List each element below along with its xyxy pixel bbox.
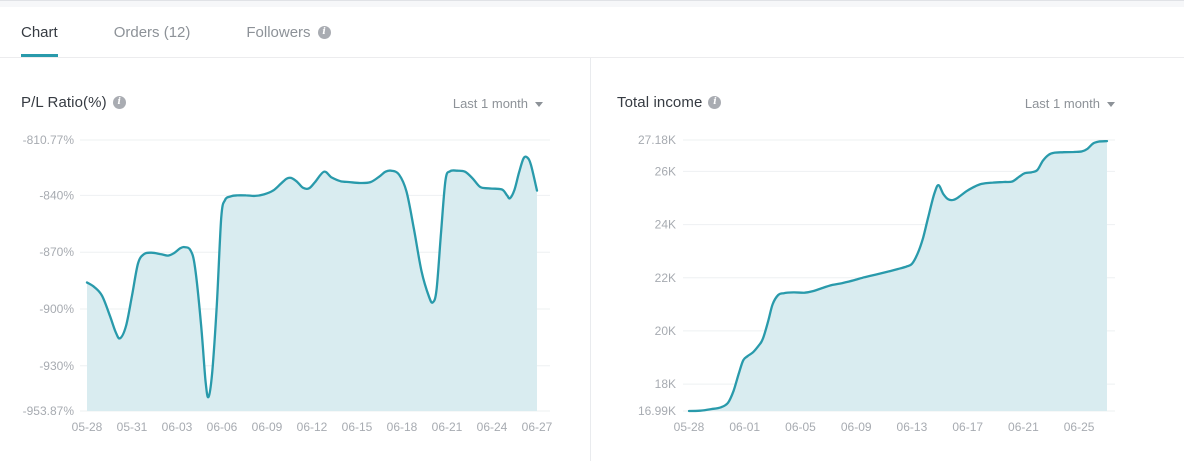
pl-ratio-chart: -810.77% -840% -870% -900% -930% -953.87% 05-2…: [23, 133, 553, 434]
panel-divider: [590, 58, 591, 461]
x-axis-label: 06-21: [432, 420, 463, 434]
y-axis-label: 22K: [655, 271, 676, 285]
area-fill: [87, 156, 537, 411]
total-income-chart: 27.18K 26K 24K 22K 20K 18K 16.99K 05-28 06-01 06-…: [638, 133, 1115, 434]
x-axis-label: 06-05: [785, 420, 816, 434]
tab-followers[interactable]: Followers i: [246, 7, 331, 57]
y-axis-label: -953.87%: [23, 404, 75, 418]
x-axis-label: 06-06: [207, 420, 238, 434]
y-axis-label: -870%: [39, 245, 74, 259]
x-axis-label: 06-15: [342, 420, 373, 434]
tab-orders-label: Orders (12): [113, 23, 191, 41]
tab-chart[interactable]: Chart: [21, 7, 58, 57]
series-line: [85, 155, 539, 399]
x-axis-label: 06-24: [477, 420, 508, 434]
x-axis-label: 05-31: [117, 420, 148, 434]
x-axis-label: 06-13: [897, 420, 928, 434]
pl-ratio-panel: P/L Ratio(%) i Last 1 month -810.77% -840…: [0, 58, 590, 461]
pl-ratio-header: P/L Ratio(%) i Last 1 month: [0, 94, 590, 114]
x-axis-label: 05-28: [72, 420, 103, 434]
range-selector[interactable]: Last 1 month: [453, 96, 543, 111]
info-icon[interactable]: i: [708, 96, 722, 109]
chart-title: P/L Ratio(%): [21, 94, 107, 111]
charts-content: P/L Ratio(%) i Last 1 month -810.77% -840…: [0, 58, 1184, 461]
tab-bar: Chart Orders (12) Followers i: [0, 7, 1184, 58]
info-icon[interactable]: i: [112, 96, 126, 109]
x-axis-label: 06-09: [252, 420, 283, 434]
series-line: [687, 139, 1109, 413]
x-axis-label: 06-18: [387, 420, 418, 434]
y-axis-label: -840%: [39, 188, 74, 202]
y-axis-label: 20K: [655, 324, 676, 338]
y-axis-label: 26K: [655, 164, 676, 178]
x-axis-label: 06-03: [162, 420, 193, 434]
total-income-panel: Total income i Last 1 month 27.18K 26K 24K…: [591, 58, 1184, 461]
tab-chart-label: Chart: [21, 23, 58, 41]
y-axis-label: -810.77%: [23, 133, 75, 147]
info-icon[interactable]: i: [317, 25, 331, 39]
top-strip: [0, 0, 1184, 7]
x-axis-label: 06-21: [1008, 420, 1039, 434]
y-axis-label: 16.99K: [638, 404, 676, 418]
y-axis-label: 18K: [655, 377, 676, 391]
y-axis-label: -900%: [39, 302, 74, 316]
range-selector-label: Last 1 month: [452, 96, 528, 111]
tab-followers-label: Followers: [246, 23, 311, 41]
chart-title: Total income: [617, 94, 703, 111]
x-axis-label: 06-17: [952, 420, 983, 434]
x-axis-label: 06-27: [522, 420, 553, 434]
x-axis-label: 06-12: [297, 420, 328, 434]
y-axis-label: 24K: [655, 218, 676, 232]
range-selector[interactable]: Last 1 month: [1025, 96, 1115, 111]
tab-orders[interactable]: Orders (12): [114, 7, 191, 57]
chevron-down-icon: [535, 101, 543, 107]
range-selector-label: Last 1 month: [1024, 96, 1100, 111]
x-axis-label: 05-28: [674, 420, 705, 434]
chevron-down-icon: [1107, 101, 1115, 107]
area-fill: [689, 141, 1107, 411]
x-axis-label: 06-09: [841, 420, 872, 434]
y-axis-label: -930%: [39, 359, 74, 373]
x-axis-label: 06-01: [729, 420, 760, 434]
y-axis-label: 27.18K: [638, 133, 676, 147]
x-axis-label: 06-25: [1064, 420, 1095, 434]
total-income-header: Total income i Last 1 month: [591, 94, 1184, 114]
